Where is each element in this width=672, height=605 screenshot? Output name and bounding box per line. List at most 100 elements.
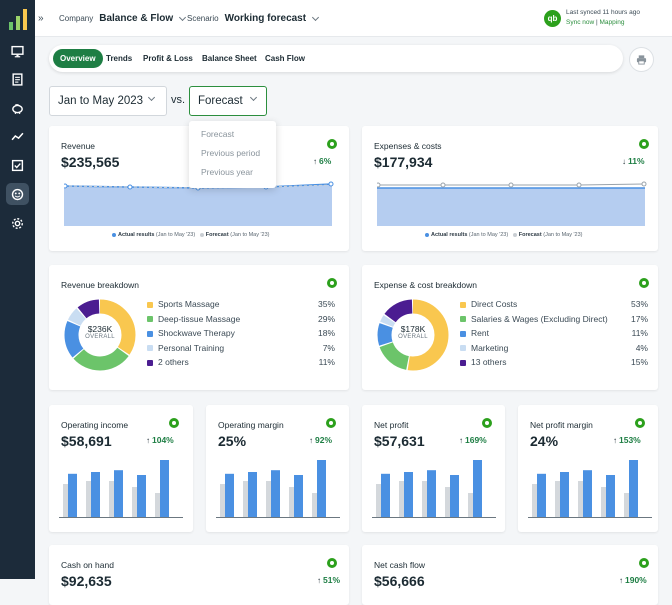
expand-sidebar-icon[interactable]: » — [38, 13, 44, 24]
company-value: Balance & Flow — [99, 13, 174, 24]
forecast-bar — [376, 484, 383, 517]
report-icon[interactable] — [6, 68, 29, 90]
kpi-bar-chart — [528, 460, 652, 518]
visibility-icon[interactable] — [639, 278, 649, 288]
tab-overview[interactable]: Overview — [53, 49, 103, 68]
breakdown-label: 2 others — [158, 357, 189, 367]
forecast-bar — [312, 493, 319, 517]
monitor-icon[interactable] — [6, 40, 29, 62]
visibility-icon[interactable] — [169, 418, 179, 428]
forecast-bar — [266, 481, 273, 517]
visibility-icon[interactable] — [327, 139, 337, 149]
legend-swatch — [460, 301, 466, 308]
visibility-icon[interactable] — [327, 558, 337, 568]
forecast-bar — [601, 487, 608, 517]
left-rail — [0, 0, 35, 579]
delta-badge: ↑ 51% — [317, 575, 341, 585]
company-selector[interactable]: Company Balance & Flow — [59, 0, 187, 37]
chart-legend: Actual results (Jan to May '23) Forecast… — [425, 232, 583, 238]
mapping-link[interactable]: Mapping — [599, 19, 625, 26]
vs-label: vs. — [171, 94, 186, 106]
breakdown-row: 13 others — [460, 357, 506, 367]
expenses-card: Expenses & costs $177,934 ↓ 11% Actual re… — [362, 126, 658, 251]
settings-gear-icon[interactable] — [6, 212, 29, 234]
app-logo-icon[interactable] — [8, 8, 28, 30]
visibility-icon[interactable] — [327, 278, 337, 288]
card-title: Net profit margin — [530, 420, 593, 430]
piggy-bank-icon[interactable] — [6, 97, 29, 119]
card-value: $57,631 — [374, 433, 425, 449]
forecast-bar — [63, 484, 70, 517]
visibility-icon[interactable] — [482, 418, 492, 428]
actual-bar — [68, 473, 77, 517]
breakdown-row: 2 others — [147, 357, 189, 367]
trend-line-icon[interactable] — [6, 125, 29, 147]
sync-now-link[interactable]: Sync now — [566, 19, 595, 26]
tab-profit-loss[interactable]: Profit & Loss — [143, 54, 193, 63]
dropdown-option-forecast[interactable]: Forecast — [201, 129, 235, 139]
breakdown-row: Salaries & Wages (Excluding Direct) — [460, 314, 608, 324]
chevron-down-icon — [312, 13, 320, 21]
legend-swatch — [460, 345, 466, 352]
card-title: Revenue — [61, 141, 96, 151]
card-title: Net profit — [374, 420, 409, 430]
breakdown-row: Sports Massage — [147, 299, 219, 309]
top-bar: » Company Balance & Flow Scenario Workin… — [35, 0, 672, 37]
donut-slice — [64, 299, 136, 371]
sync-status: Last synced 11 hours ago Sync now | Mapp… — [566, 8, 640, 28]
legend-swatch — [460, 316, 466, 323]
breakdown-label: Marketing — [471, 342, 509, 353]
breakdown-label: 13 others — [471, 357, 507, 367]
breakdown-percent: 17% — [630, 313, 648, 324]
donut-slice — [64, 299, 136, 371]
card-value: 25% — [218, 433, 247, 449]
visibility-icon[interactable] — [635, 418, 645, 428]
actual-bar — [114, 470, 123, 517]
card-title: Operating margin — [218, 420, 284, 430]
forecast-bar — [86, 481, 93, 517]
breakdown-row: Deep-tissue Massage — [147, 314, 240, 324]
donut-slice — [377, 299, 449, 371]
forecast-bar — [132, 487, 139, 517]
tab-cash-flow[interactable]: Cash Flow — [265, 54, 306, 63]
forecast-bar — [532, 484, 539, 517]
visibility-icon[interactable] — [326, 418, 336, 428]
scenario-label: Scenario — [187, 14, 219, 23]
scenario-icon[interactable] — [6, 183, 29, 205]
actual-bar — [271, 470, 280, 517]
visibility-icon[interactable] — [639, 139, 649, 149]
delta-badge: ↑ 153% — [613, 435, 641, 445]
card-value: $92,635 — [61, 573, 112, 589]
breakdown-label: Direct Costs — [471, 299, 518, 309]
period-select-value: Jan to May 2023 — [58, 95, 144, 107]
revenue-breakdown-card: Revenue breakdown $236K OVERALL Sports M… — [49, 265, 349, 390]
actual-bar — [225, 473, 234, 517]
breakdown-row: Rent — [460, 328, 489, 338]
tab-balance-sheet[interactable]: Balance Sheet — [202, 54, 257, 63]
kpi-card-net-profit: Net profit $57,631 ↑ 169% — [362, 405, 505, 532]
dropdown-option-previous-year[interactable]: Previous year — [201, 167, 253, 177]
legend-swatch — [147, 301, 153, 308]
scenario-selector[interactable]: Scenario Working forecast — [187, 0, 320, 37]
donut-center: $178K OVERALL — [398, 324, 428, 340]
forecast-bar — [422, 481, 429, 517]
visibility-icon[interactable] — [639, 558, 649, 568]
tab-trends[interactable]: Trends — [106, 54, 133, 63]
chart-legend: Actual results (Jan to May '23) Forecast… — [112, 232, 270, 238]
expense-donut-chart — [377, 299, 449, 371]
breakdown-label: Sports Massage — [158, 299, 220, 309]
period-select[interactable]: Jan to May 2023 — [49, 86, 167, 116]
print-button[interactable] — [629, 47, 654, 72]
printer-icon — [636, 55, 647, 65]
compare-select[interactable]: Forecast — [189, 86, 267, 116]
delta-badge: ↓ 11% — [622, 156, 645, 166]
revenue-donut-chart — [64, 299, 136, 371]
actual-bar — [381, 473, 390, 517]
card-title: Revenue breakdown — [61, 280, 139, 290]
forecast-bar — [399, 481, 406, 517]
card-value: $235,565 — [61, 154, 120, 170]
checklist-icon[interactable] — [6, 154, 29, 176]
card-value: $58,691 — [61, 433, 112, 449]
dropdown-option-previous-period[interactable]: Previous period — [201, 148, 261, 158]
forecast-bar — [468, 493, 475, 517]
